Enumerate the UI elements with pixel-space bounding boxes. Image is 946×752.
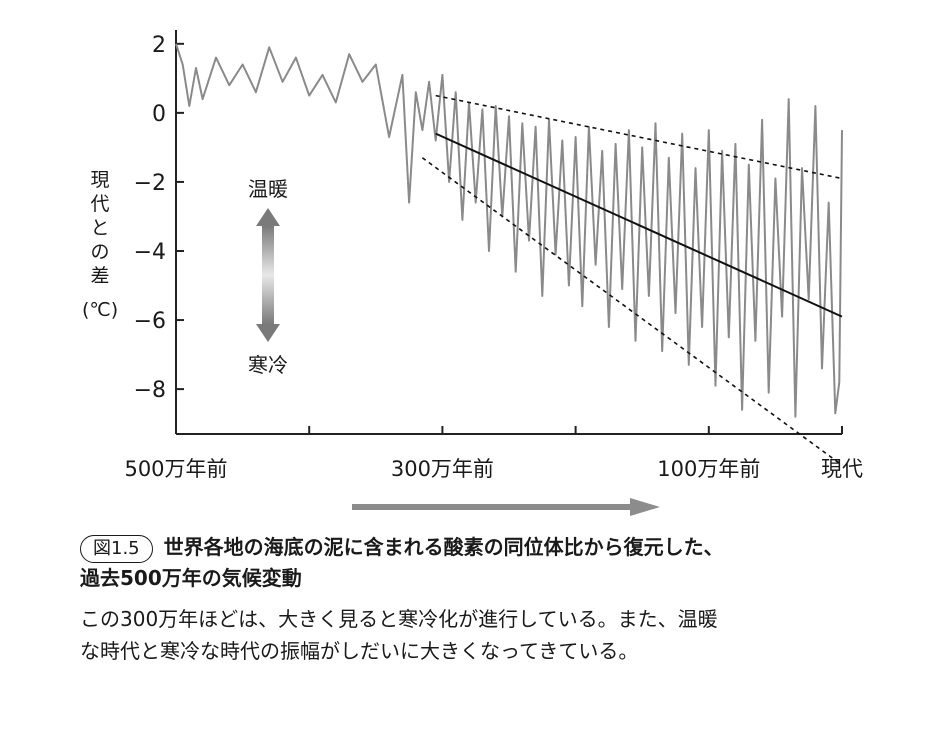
x-tick-label: 500万年前: [124, 457, 227, 481]
caption-title: 図1.5 世界各地の海底の泥に含まれる酸素の同位体比から復元した、: [80, 532, 880, 563]
caption-body-line1: この300万年ほどは、大きく見ると寒冷化が進行している。また、温暖: [80, 607, 718, 631]
temperature-series-line: [175, 43, 843, 418]
caption-title-line2: 過去500万年の気候変動: [80, 566, 302, 590]
y-axis-label: 現 代 と の 差 (℃): [82, 168, 118, 322]
y-tick-label: −2: [134, 171, 166, 196]
y-axis-label-char: 差: [90, 265, 110, 287]
chart-axes: [175, 30, 842, 435]
y-axis-label-char: と: [90, 217, 110, 239]
warm-cold-arrow: [256, 208, 280, 342]
time-direction-arrow: [352, 498, 660, 516]
y-axis-label-char: の: [90, 241, 110, 263]
y-tick-label: −6: [134, 309, 166, 334]
trend-line: [435, 132, 843, 318]
envelope-line: [421, 157, 843, 466]
x-tick-label: 現代: [821, 457, 863, 481]
x-tick-label: 300万年前: [391, 457, 494, 481]
envelope-line: [435, 94, 843, 180]
y-axis-unit: (℃): [82, 299, 119, 321]
figure-label: 図1.5: [80, 535, 153, 563]
cold-label: 寒冷: [248, 353, 288, 377]
figure-caption: 図1.5 世界各地の海底の泥に含まれる酸素の同位体比から復元した、 過去500万…: [80, 532, 880, 667]
y-tick-label: −4: [134, 240, 166, 265]
x-tick-label: 100万年前: [657, 457, 760, 481]
y-axis-label-char: 代: [90, 193, 110, 215]
climate-chart: 2 0 −2 −4 −6 −8 500万年前 300万年前 100万年前 現代 温暖 寒冷: [124, 30, 863, 516]
caption-body: この300万年ほどは、大きく見ると寒冷化が進行している。また、温暖 な時代と寒冷…: [80, 603, 880, 667]
y-tick-label: 2: [152, 33, 166, 58]
y-tick-label: 0: [152, 102, 166, 127]
y-axis-label-char: 現: [90, 169, 110, 191]
caption-title-line1: 世界各地の海底の泥に含まれる酸素の同位体比から復元した、: [163, 535, 724, 559]
y-tick-label: −8: [134, 378, 166, 403]
caption-body-line2: な時代と寒冷な時代の振幅がしだいに大きくなってきている。: [80, 639, 639, 663]
warm-label: 温暖: [248, 177, 288, 201]
